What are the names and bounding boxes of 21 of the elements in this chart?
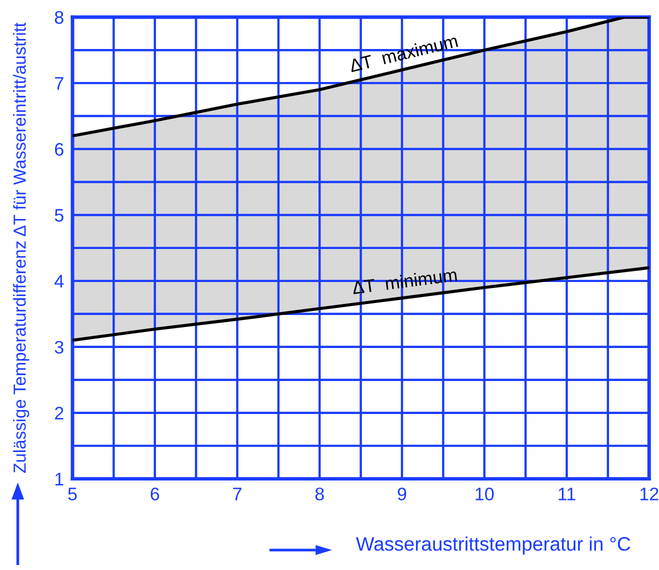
x-tick-label: 11 bbox=[558, 488, 576, 500]
y-axis-title: Zulässige Temperaturdifferenz ΔT für Wassereintritt/austritt bbox=[13, 22, 30, 473]
x-axis-title: Wasseraustrittstemperatur in °C bbox=[356, 536, 630, 555]
text: ΔT maximum bbox=[348, 34, 458, 72]
y-tick-label: 5 bbox=[54, 209, 64, 222]
x-tick-label: 9 bbox=[398, 488, 406, 500]
x-tick-label: 6 bbox=[150, 488, 160, 500]
y-tick-label: 2 bbox=[55, 406, 64, 420]
y-tick-label: 3 bbox=[54, 340, 64, 354]
y-tick-label: 7 bbox=[55, 77, 64, 90]
y-tick-label: 1 bbox=[55, 472, 64, 486]
x-tick-label: 7 bbox=[233, 488, 242, 500]
text: ΔT minimum bbox=[352, 268, 458, 294]
y-tick-label: 6 bbox=[55, 142, 64, 156]
y-tick-label: 8 bbox=[54, 11, 64, 24]
y-tick-label: 4 bbox=[54, 275, 64, 288]
x-tick-label: 12 bbox=[640, 488, 658, 500]
x-tick-label: 5 bbox=[68, 488, 77, 500]
line-series bbox=[72, 266, 650, 342]
x-tick-label: 8 bbox=[315, 488, 324, 500]
x-tick-label: 10 bbox=[476, 488, 494, 500]
